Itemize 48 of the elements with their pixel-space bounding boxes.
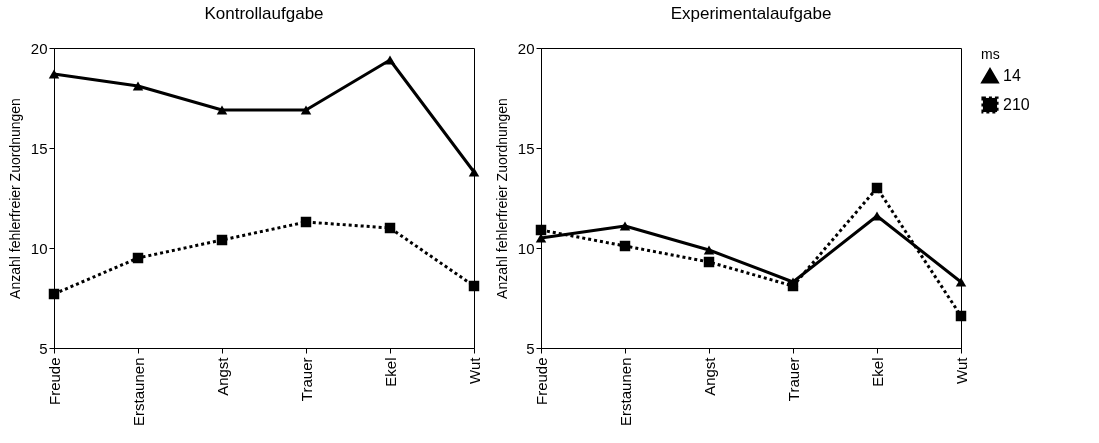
x-tick-label: Wut [465, 356, 483, 384]
y-tick-label: 5 [526, 339, 535, 357]
legend-label: 210 [1003, 96, 1030, 113]
y-tick-label: 15 [517, 139, 535, 157]
x-tick-label: Angst [213, 356, 231, 396]
y-tick-label: 5 [39, 339, 48, 357]
x-tick-label: Trauer [297, 357, 315, 402]
point [871, 182, 883, 194]
y-tick-label: 15 [30, 139, 48, 157]
point [703, 256, 715, 268]
point [955, 277, 967, 287]
x-tick-label: Wut [952, 356, 970, 384]
point [787, 280, 799, 292]
point [132, 81, 144, 91]
x-tick-label: Freude [532, 357, 550, 406]
legend-title: ms [981, 46, 1000, 62]
point [216, 105, 228, 115]
point [619, 221, 631, 231]
chart-title: Experimentalaufgabe [670, 4, 832, 23]
x-tick-label: Ekel [381, 357, 399, 387]
x-tick-label: Erstaunen [129, 357, 147, 426]
point [384, 55, 396, 65]
point [216, 234, 228, 246]
x-tick-label: Ekel [868, 357, 886, 387]
y-tick-label: 20 [517, 39, 535, 57]
point [48, 69, 60, 79]
point [955, 310, 967, 322]
y-tick-label: 20 [30, 39, 48, 57]
point [132, 252, 144, 264]
point [703, 245, 715, 255]
x-tick-label: Trauer [784, 357, 802, 402]
point [48, 288, 60, 300]
point [535, 224, 547, 236]
y-axis-title: Anzahl fehlerfreier Zuordnungen [493, 98, 510, 299]
point [384, 222, 396, 234]
point [300, 105, 312, 115]
legend-label: 14 [1003, 67, 1021, 84]
x-tick-label: Freude [45, 357, 63, 406]
point [468, 280, 480, 292]
chart-title: Kontrollaufgabe [204, 4, 324, 23]
point [468, 167, 480, 177]
x-tick-label: Erstaunen [616, 357, 634, 426]
point [619, 240, 631, 252]
x-tick-label: Angst [700, 356, 718, 396]
y-tick-label: 10 [30, 239, 48, 257]
y-tick-label: 10 [517, 239, 535, 257]
y-axis-title: Anzahl fehlerfreier Zuordnungen [6, 98, 23, 299]
point [300, 216, 312, 228]
